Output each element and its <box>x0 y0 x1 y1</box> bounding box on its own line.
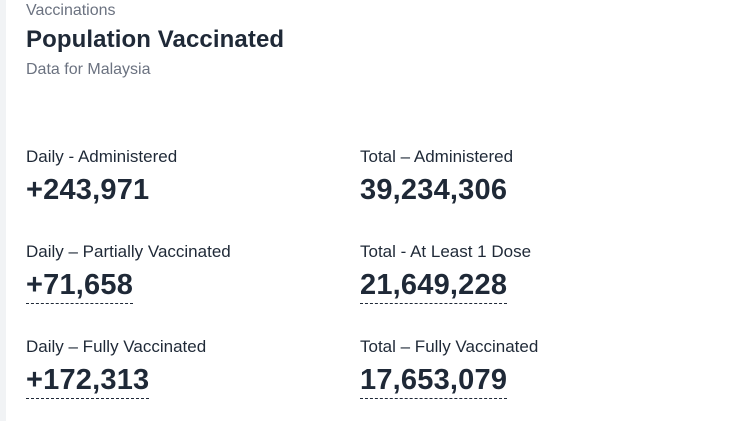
stat-value: +243,971 <box>26 174 150 206</box>
stat-total-administered: Total – Administered 39,234,306 <box>360 147 680 207</box>
stat-label: Daily – Fully Vaccinated <box>26 337 207 356</box>
stat-label: Total – Fully Vaccinated <box>360 337 539 356</box>
stat-total-fully-vaccinated: Total – Fully Vaccinated 17,653,079 <box>360 337 680 399</box>
stat-daily-fully-vaccinated: Daily – Fully Vaccinated +172,313 <box>26 337 346 399</box>
stat-daily-administered: Daily - Administered +243,971 <box>26 147 346 207</box>
stat-value-tooltip-trigger[interactable]: 17,653,079 <box>360 363 508 399</box>
card-subtitle: Data for Malaysia <box>26 61 151 78</box>
stat-value: 39,234,306 <box>360 174 508 206</box>
stat-daily-partially-vaccinated: Daily – Partially Vaccinated +71,658 <box>26 242 346 304</box>
stat-label: Daily - Administered <box>26 147 178 166</box>
stat-label: Daily – Partially Vaccinated <box>26 242 231 261</box>
stat-total-at-least-1-dose: Total - At Least 1 Dose 21,649,228 <box>360 242 680 304</box>
stat-value-tooltip-trigger[interactable]: +71,658 <box>26 268 134 304</box>
section-eyebrow: Vaccinations <box>26 2 116 19</box>
card-title: Population Vaccinated <box>26 26 285 53</box>
stat-value-tooltip-trigger[interactable]: +172,313 <box>26 363 150 399</box>
stat-label: Total - At Least 1 Dose <box>360 242 532 261</box>
vaccination-card: Vaccinations Population Vaccinated Data … <box>6 0 748 421</box>
stat-value-tooltip-trigger[interactable]: 21,649,228 <box>360 268 508 304</box>
stat-label: Total – Administered <box>360 147 514 166</box>
